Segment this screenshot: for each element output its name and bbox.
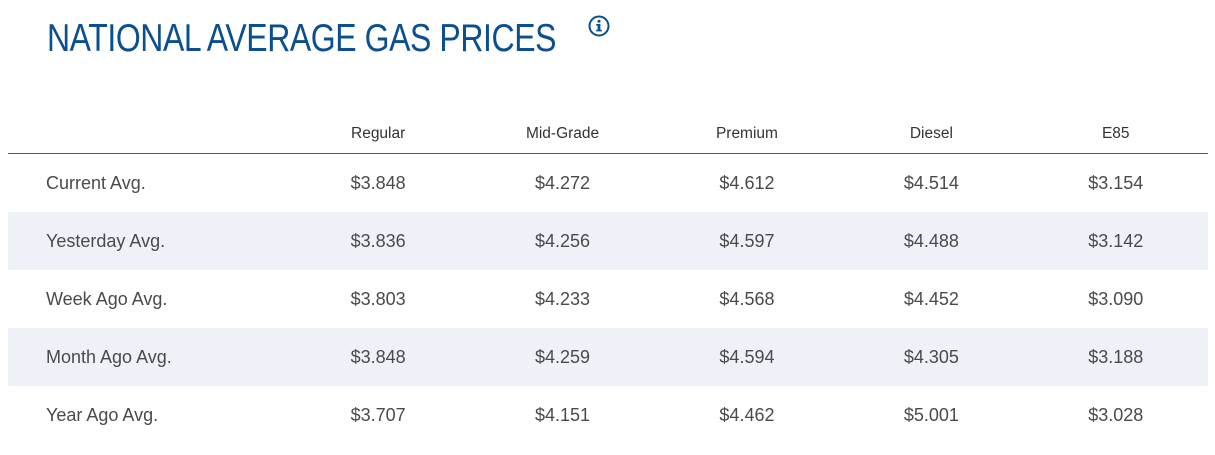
price-cell: $3.028: [1088, 404, 1144, 425]
price-cell: $4.612: [719, 172, 775, 193]
price-cell: $4.233: [535, 288, 591, 309]
table-row: Month Ago Avg. $3.848 $4.259 $4.594 $4.3…: [8, 328, 1208, 386]
price-cell: $3.848: [350, 172, 406, 193]
table-row: Current Avg. $3.848 $4.272 $4.612 $4.514…: [8, 154, 1208, 212]
price-cell: $4.488: [903, 230, 959, 251]
column-header-diesel: Diesel: [909, 124, 953, 142]
price-cell: $3.090: [1088, 288, 1144, 309]
column-header-regular: Regular: [351, 124, 406, 142]
price-cell: $4.568: [719, 288, 775, 309]
price-cell: $4.151: [535, 404, 591, 425]
price-cell: $4.594: [719, 346, 775, 367]
page-header: NATIONAL AVERAGE GAS PRICES: [47, 12, 610, 66]
row-label: Week Ago Avg.: [46, 288, 168, 309]
row-label: Current Avg.: [46, 172, 146, 193]
price-cell: $3.154: [1088, 172, 1144, 193]
price-cell: $4.514: [903, 172, 959, 193]
price-cell: $4.597: [719, 230, 775, 251]
price-cell: $4.259: [535, 346, 591, 367]
price-cell: $4.452: [903, 288, 959, 309]
price-cell: $3.803: [350, 288, 406, 309]
row-label: Year Ago Avg.: [46, 404, 159, 425]
gas-prices-table: Regular Mid-Grade Premium Diesel E85 Cur…: [8, 110, 1208, 444]
price-cell: $3.848: [350, 346, 406, 367]
table-header-row: Regular Mid-Grade Premium Diesel E85: [8, 110, 1208, 154]
price-cell: $5.001: [903, 404, 959, 425]
column-header-mid-grade: Mid-Grade: [525, 124, 600, 142]
column-header-e85: E85: [1101, 124, 1130, 142]
price-cell: $4.272: [535, 172, 591, 193]
price-cell: $4.462: [719, 404, 775, 425]
table-row: Week Ago Avg. $3.803 $4.233 $4.568 $4.45…: [8, 270, 1208, 328]
row-label: Month Ago Avg.: [46, 346, 172, 367]
info-circle-icon[interactable]: [588, 15, 610, 37]
price-cell: $3.188: [1088, 346, 1144, 367]
table-row: Yesterday Avg. $3.836 $4.256 $4.597 $4.4…: [8, 212, 1208, 270]
price-cell: $3.836: [350, 230, 406, 251]
price-cell: $4.305: [903, 346, 959, 367]
price-cell: $3.142: [1088, 230, 1144, 251]
table-row: Year Ago Avg. $3.707 $4.151 $4.462 $5.00…: [8, 386, 1208, 444]
price-cell: $4.256: [535, 230, 591, 251]
row-label: Yesterday Avg.: [46, 230, 166, 251]
price-cell: $3.707: [350, 404, 406, 425]
page-title: NATIONAL AVERAGE GAS PRICES: [47, 17, 557, 60]
column-header-premium: Premium: [715, 124, 778, 142]
